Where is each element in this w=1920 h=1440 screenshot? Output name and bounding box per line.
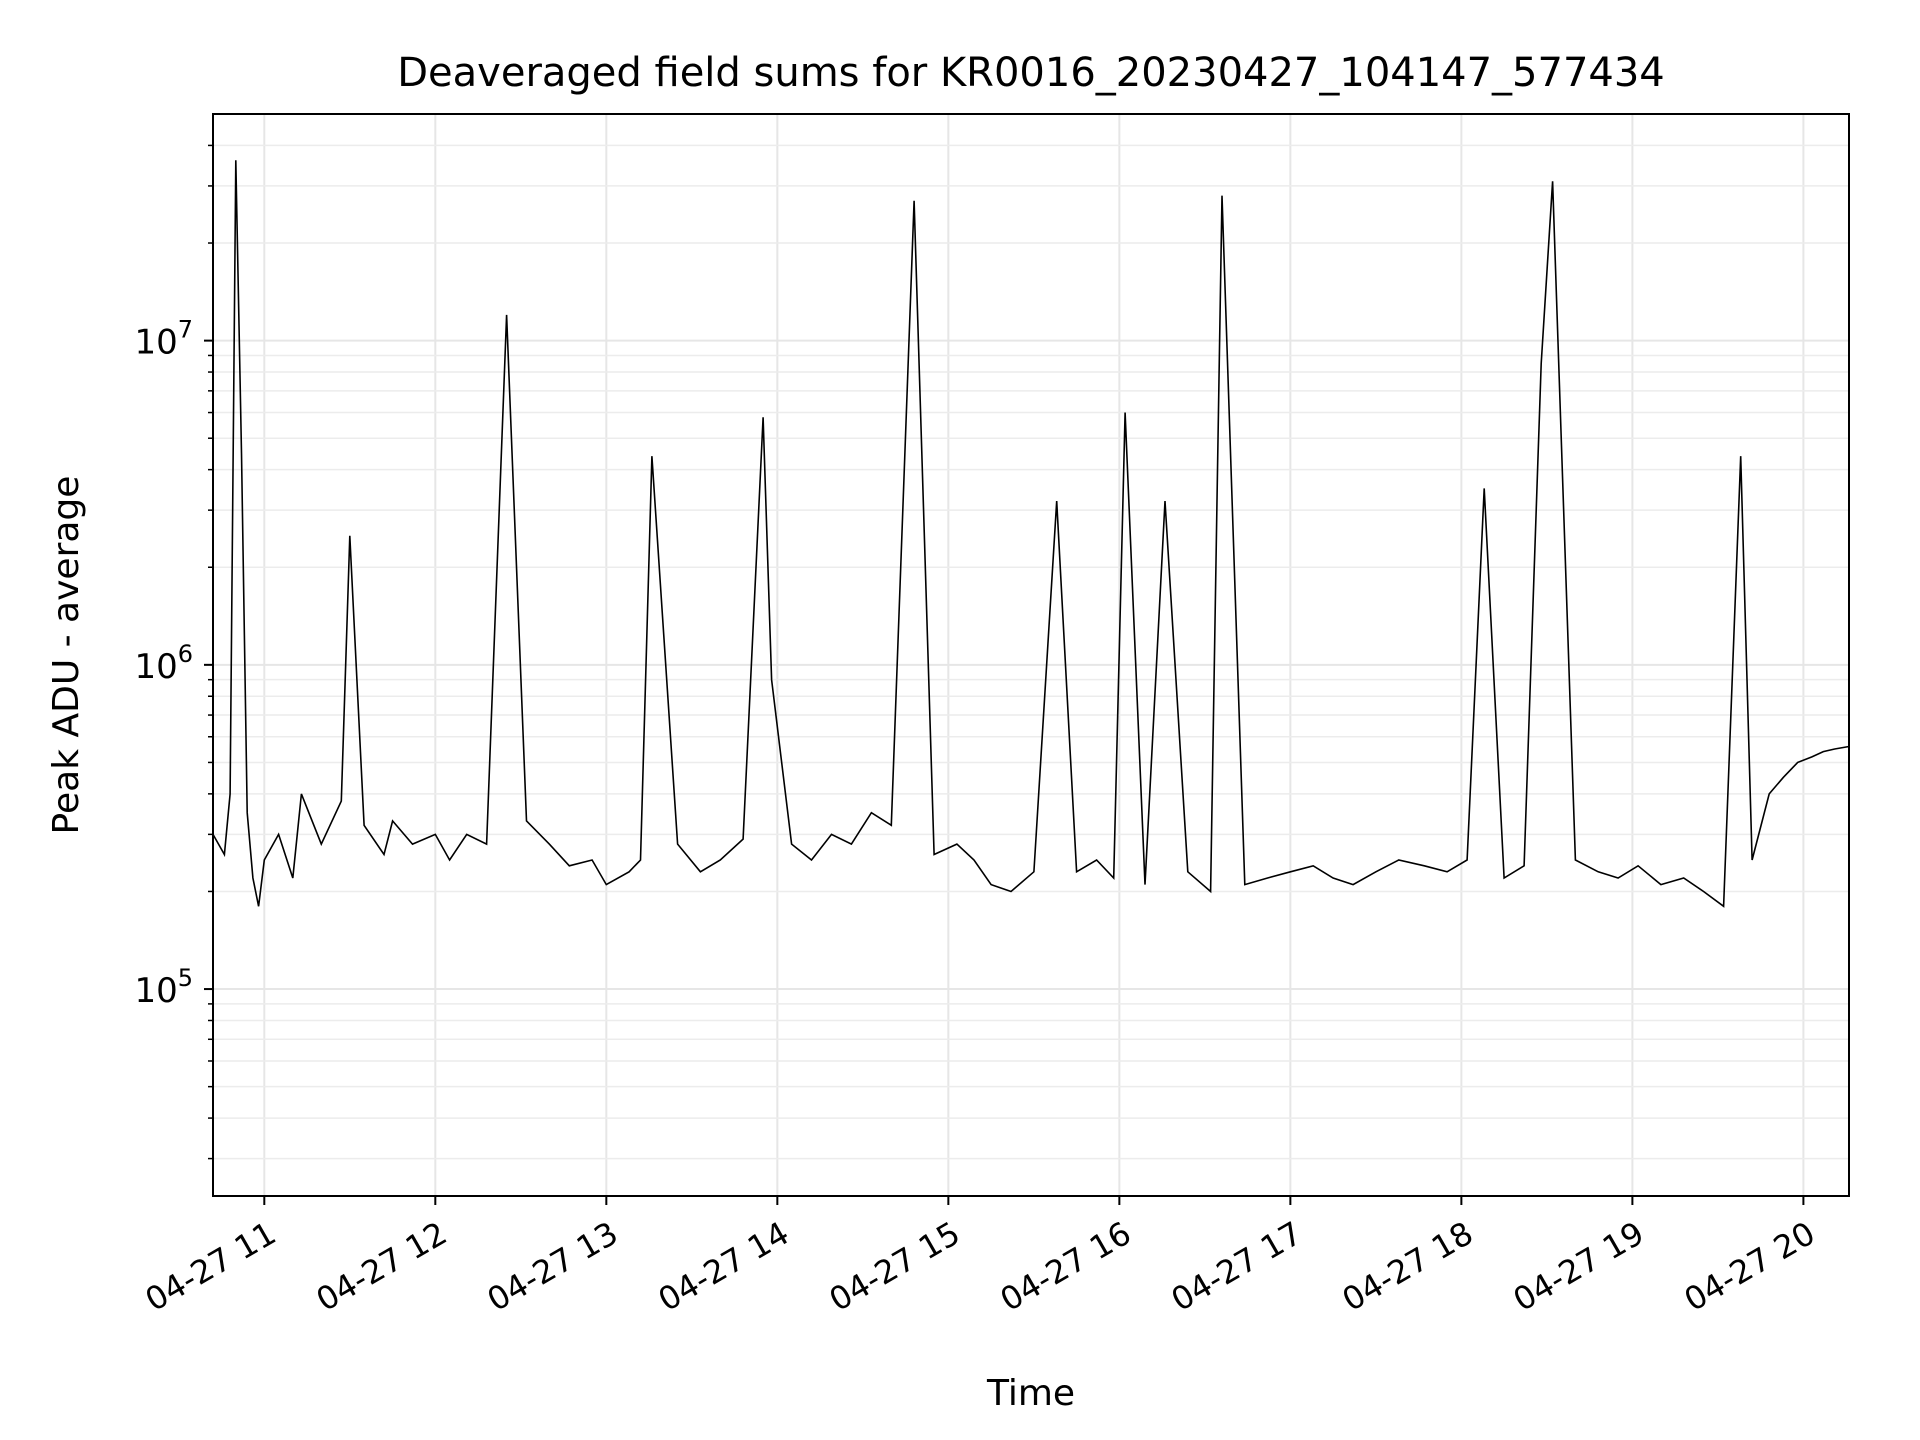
grid bbox=[213, 114, 1849, 1196]
y-tick-label: 106 bbox=[134, 640, 193, 687]
y-axis-label: Peak ADU - average bbox=[46, 476, 87, 835]
chart-title: Deaveraged field sums for KR0016_2023042… bbox=[397, 50, 1665, 96]
x-axis-label: Time bbox=[986, 1373, 1075, 1414]
data-layer bbox=[212, 160, 1850, 908]
series-line bbox=[212, 160, 1850, 908]
y-tick-label: 105 bbox=[134, 964, 193, 1011]
y-tick-label: 107 bbox=[134, 316, 193, 363]
plot-frame bbox=[212, 113, 1850, 1197]
